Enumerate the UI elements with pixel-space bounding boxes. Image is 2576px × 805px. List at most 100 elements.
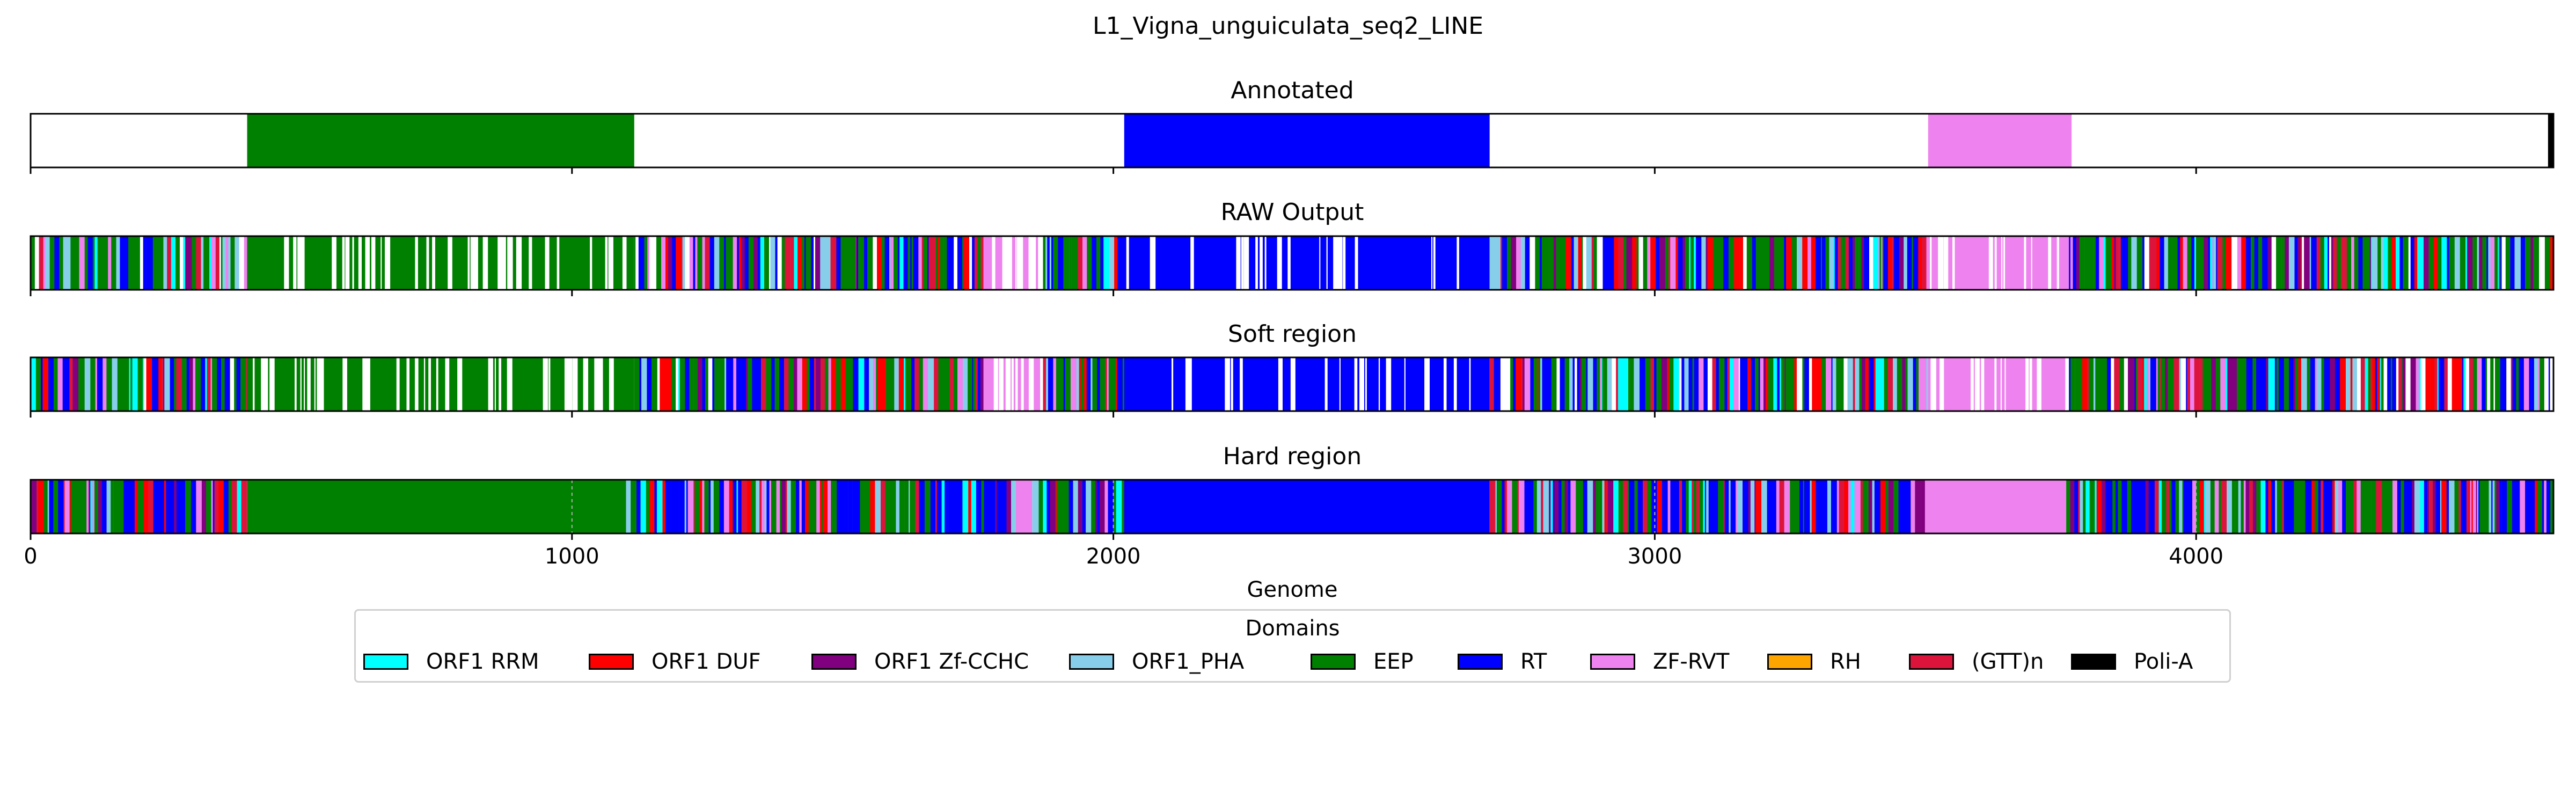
segment-mixed-stripe — [1597, 357, 1600, 411]
segment-mixed-stripe — [90, 480, 93, 533]
segment-mixed-stripe — [1855, 357, 1860, 411]
segment-mixed-stripe — [656, 236, 662, 290]
segment-mixed-stripe — [146, 236, 149, 290]
segment-mixed-stripe — [2315, 357, 2317, 411]
segment-mixed-stripe — [1758, 357, 1760, 411]
segment-mixed-stripe — [1751, 357, 1755, 411]
segment-mixed-stripe — [714, 236, 720, 290]
segment-mixed-stripe — [2340, 357, 2346, 411]
segment-mixed-stripe — [2096, 236, 2099, 290]
segment-mixed-stripe — [1520, 236, 1525, 290]
segment-mixed-stripe — [101, 480, 107, 533]
segment-eep-gap — [569, 357, 571, 411]
segment-mixed-stripe — [196, 480, 202, 533]
segment-mixed-stripe — [1560, 357, 1565, 411]
segment-mixed-stripe — [1057, 480, 1060, 533]
segment-mixed-stripe — [733, 236, 737, 290]
segment-mixed-stripe — [1053, 357, 1057, 411]
segment-mixed-stripe — [2338, 480, 2343, 533]
segment-mixed-stripe — [2330, 357, 2336, 411]
segment-eep-gap — [317, 357, 320, 411]
segment-mixed-stripe — [1667, 480, 1671, 533]
segment-mixed-stripe — [2251, 236, 2255, 290]
segment-mixed-stripe — [2335, 357, 2340, 411]
segment-zf-rvt — [1928, 236, 2069, 290]
segment-zf-rvt-gap — [992, 236, 996, 290]
segment-mixed-stripe — [1922, 236, 1927, 290]
segment-mixed-stripe — [949, 357, 954, 411]
segment-mixed-stripe — [2079, 236, 2085, 290]
segment-mixed-stripe — [1053, 236, 1058, 290]
segment-mixed-stripe — [731, 236, 733, 290]
segment-mixed-stripe — [2482, 357, 2486, 411]
segment-mixed-stripe — [1489, 480, 1496, 533]
segment-mixed-stripe — [1092, 480, 1096, 533]
segment-mixed-stripe — [2365, 357, 2368, 411]
segment-mixed-stripe — [908, 236, 911, 290]
segment-mixed-stripe — [2465, 357, 2470, 411]
segment-mixed-stripe — [2119, 236, 2121, 290]
segment-mixed-stripe — [709, 236, 715, 290]
legend-label: Poli-A — [2134, 649, 2193, 674]
segment-mixed-stripe — [1907, 357, 1913, 411]
segment-mixed-stripe — [1730, 357, 1734, 411]
segment-mixed-stripe — [697, 236, 702, 290]
segment-mixed-stripe — [876, 357, 878, 411]
segment-mixed-stripe — [2473, 357, 2475, 411]
segment-mixed-stripe — [1543, 480, 1549, 533]
segment-rt-gap — [1190, 236, 1194, 290]
segment-mixed-stripe — [909, 480, 910, 533]
segment-mixed-stripe — [213, 480, 215, 533]
segment-zf-rvt-gap — [2001, 236, 2003, 290]
segment-eep-gap — [300, 357, 302, 411]
segment-mixed-stripe — [1577, 357, 1580, 411]
segment-mixed-stripe — [1777, 357, 1780, 411]
segment-mixed-stripe — [2171, 480, 2176, 533]
segment-eep-gap — [509, 236, 512, 290]
segment-mixed-stripe — [1668, 236, 1671, 290]
segment-mixed-stripe — [1784, 357, 1786, 411]
segment-mixed-stripe — [726, 357, 728, 411]
segment-mixed-stripe — [203, 236, 210, 290]
segment-mixed-stripe — [2142, 236, 2145, 290]
legend-swatch — [589, 654, 634, 670]
segment-mixed-stripe — [2520, 236, 2526, 290]
segment-mixed-stripe — [2085, 480, 2090, 533]
segment-mixed-stripe — [1100, 357, 1106, 411]
segment-mixed-stripe — [634, 357, 640, 411]
segment-mixed-stripe — [2372, 236, 2378, 290]
segment-mixed-stripe — [2324, 236, 2328, 290]
segment-mixed-stripe — [2430, 357, 2435, 411]
segment-mixed-stripe — [799, 480, 802, 533]
segment-mixed-stripe — [2544, 357, 2549, 411]
segment-mixed-stripe — [2433, 236, 2438, 290]
segment-mixed-stripe — [858, 236, 865, 290]
segment-mixed-stripe — [1113, 480, 1116, 533]
segment-mixed-stripe — [2381, 357, 2384, 411]
segment-mixed-stripe — [2458, 480, 2461, 533]
segment-mixed-stripe — [2106, 480, 2113, 533]
segment-mixed-stripe — [1058, 236, 1064, 290]
segment-mixed-stripe — [1568, 480, 1571, 533]
segment-mixed-stripe — [1616, 357, 1619, 411]
segment-mixed-stripe — [702, 357, 706, 411]
segment-mixed-stripe — [2294, 480, 2300, 533]
segment-mixed-stripe — [848, 480, 853, 533]
segment-mixed-stripe — [1789, 357, 1791, 411]
segment-mixed-stripe — [794, 357, 797, 411]
segment-mixed-stripe — [2410, 236, 2415, 290]
segment-mixed-stripe — [1538, 357, 1541, 411]
segment-mixed-stripe — [117, 357, 122, 411]
segment-mixed-stripe — [724, 357, 727, 411]
segment-mixed-stripe — [1776, 480, 1780, 533]
segment-mixed-stripe — [1727, 357, 1730, 411]
segment-mixed-stripe — [631, 480, 635, 533]
segment-mixed-stripe — [904, 480, 909, 533]
segment-mixed-stripe — [1723, 480, 1725, 533]
track-title: Hard region — [1223, 443, 1362, 470]
segment-mixed-stripe — [2252, 357, 2257, 411]
segment-mixed-stripe — [2469, 357, 2473, 411]
segment-mixed-stripe — [2419, 357, 2421, 411]
segment-mixed-stripe — [2226, 236, 2232, 290]
segment-mixed-stripe — [2179, 357, 2181, 411]
